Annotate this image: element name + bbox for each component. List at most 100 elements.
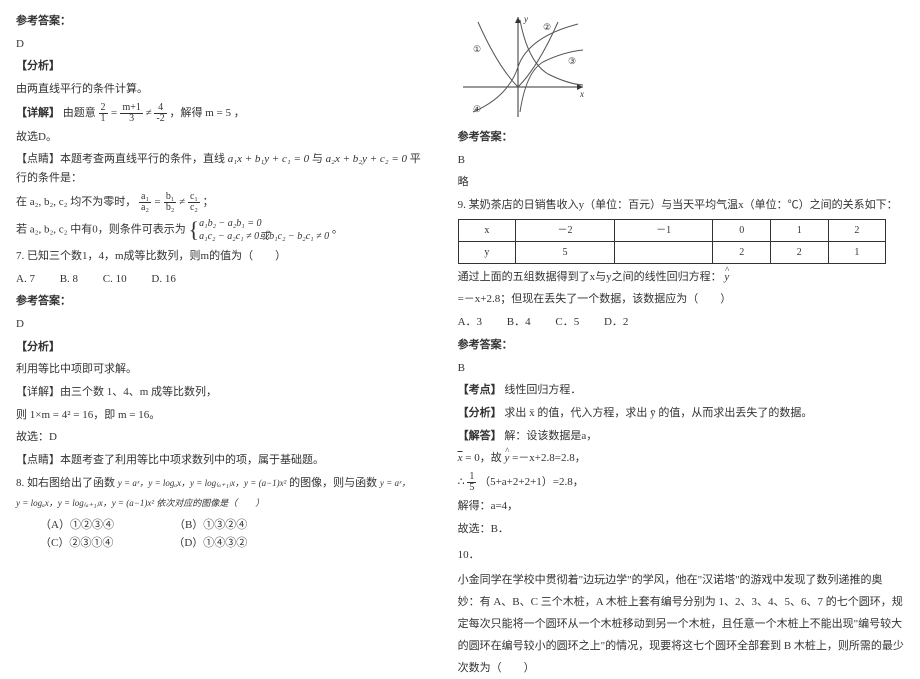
- brace-group: { a₁b₂ − a₂b₁ = 0 a₁c₂ − a₂c₁ ≠ 0或b₁c₂ −…: [189, 217, 330, 243]
- neq: ≠: [146, 107, 155, 119]
- point-text: 【点睛】本题考查两直线平行的条件，直线 a₁x + b₁y + c₁ = 0 与…: [16, 150, 426, 187]
- point-a: 【点睛】本题考查两直线平行的条件，直线: [16, 153, 225, 165]
- fraction: b₁b₂: [164, 192, 177, 213]
- select-d: 故选D。: [16, 128, 426, 147]
- opt-b: B. 8: [60, 273, 78, 285]
- table-row: x －2 －1 0 1 2: [458, 219, 886, 241]
- table-cell: [614, 241, 713, 263]
- table-cell: x: [458, 219, 516, 241]
- fraction: 4-2: [154, 103, 166, 124]
- table-row: y 5 2 2 1: [458, 241, 886, 263]
- analysis-text: 由两直线平行的条件计算。: [16, 80, 426, 99]
- svg-text:x: x: [579, 89, 584, 99]
- q9-options: A．3 B．4 C．5 D．2: [458, 313, 904, 332]
- opt-c: C．5: [555, 316, 579, 328]
- an-label: 【分析】: [458, 407, 502, 419]
- table-cell: 2: [713, 241, 771, 263]
- table-cell: 5: [516, 241, 615, 263]
- an-text: 求出 x̄ 的值，代入方程，求出 ȳ 的值，从而求出丢失了的数据。: [504, 407, 812, 419]
- sl5: 故选：B．: [458, 520, 904, 539]
- table-cell: 2: [771, 241, 829, 263]
- kp-text: 线性回归方程．: [504, 384, 581, 396]
- fraction: m+13: [120, 103, 142, 124]
- answer-label: 参考答案：: [16, 292, 426, 311]
- an-line: 【分析】 求出 x̄ 的值，代入方程，求出 ȳ 的值，从而求出丢失了的数据。: [458, 404, 904, 423]
- sl3-line: ∴ 15 （5+a+2+2+1）=2.8，: [458, 472, 904, 493]
- svg-text:③: ③: [568, 56, 576, 66]
- brace-eq1: a₁b₂ − a₂b₁ = 0: [199, 217, 329, 230]
- question-9: 9. 某奶茶店的日销售收入y（单位：百元）与当天平均气温x（单位：℃）之间的关系…: [458, 196, 904, 215]
- table-cell: 0: [713, 219, 771, 241]
- answer-d: D: [16, 315, 426, 334]
- sl4: 解得：a=4，: [458, 497, 904, 516]
- kp-label: 【考点】: [458, 384, 502, 396]
- table-cell: －1: [614, 219, 713, 241]
- sl-line: 【解答】 解：设该数据是a，: [458, 427, 904, 446]
- cond-text: 在 a₂, b₂, c₂ 均不为零时，: [16, 196, 136, 208]
- q9b2: =－x+2.8；但现在丢失了一个数据，该数据应为（ ）: [458, 290, 904, 309]
- q8-options-row2: （C）②③①④ （D）①④③②: [16, 534, 426, 553]
- opt-a: A. 7: [16, 273, 35, 285]
- cond-line: 在 a₂, b₂, c₂ 均不为零时， a₁a₂ = b₁b₂ ≠ c₁c₂ ；: [16, 192, 426, 213]
- point-text: 【点睛】本题考查了利用等比中项求数列中的项，属于基础题。: [16, 451, 426, 470]
- brace-eq2: a₁c₂ − a₂c₁ ≠ 0或b₁c₂ − b₂c₁ ≠ 0: [199, 230, 329, 243]
- sl2-line: x = 0，故 y =－x+2.8=2.8，: [458, 449, 904, 468]
- opt-b: （B）①③②④: [174, 516, 247, 535]
- equals: =: [110, 107, 120, 119]
- x-bar: x: [458, 452, 463, 464]
- svg-text:y: y: [523, 14, 528, 24]
- and: 与: [312, 153, 323, 165]
- detail-text: 由题意: [63, 107, 96, 119]
- question-8: 8. 如右图给出了函数 y = aˣ，y = logₐx，y = log₍ₐ₊₁…: [16, 474, 426, 493]
- answer-label: 参考答案：: [458, 128, 904, 147]
- question-10: 小金同学在学校中贯彻着"边玩边学"的学风，他在"汉诺塔"的游戏中发现了数列递推的…: [458, 569, 904, 679]
- opt-d: D．2: [604, 316, 628, 328]
- opt-d: （D）①④③②: [173, 534, 247, 553]
- kp-line: 【考点】 线性回归方程．: [458, 381, 904, 400]
- q8b: 的图像，则与函数: [289, 477, 377, 489]
- table-cell: 1: [828, 241, 886, 263]
- sl3-text: （5+a+2+2+1）=2.8，: [479, 476, 584, 488]
- line-eq: a₂x + b₂y + c₂ = 0: [326, 153, 407, 165]
- function-graph: ① ② ③ ④ x y: [458, 12, 588, 122]
- svg-text:①: ①: [473, 44, 481, 54]
- graph-svg: ① ② ③ ④ x y: [458, 12, 588, 122]
- table-cell: 2: [828, 219, 886, 241]
- detail-label: 【详解】: [16, 107, 60, 119]
- line-eq: a₁x + b₁y + c₁ = 0: [228, 153, 309, 165]
- detail-text-b: ，解得 m = 5 ，: [170, 107, 245, 119]
- cond2-line: 若 a₂, b₂, c₂ 中有0，则条件可表示为 { a₁b₂ − a₂b₁ =…: [16, 217, 426, 243]
- sl-label: 【解答】: [458, 430, 502, 442]
- answer-d: D: [16, 35, 426, 54]
- q8-fns: y = aˣ，y = logₐx，y = log₍ₐ₊₁₎x，y = (a−1)…: [118, 478, 287, 488]
- y-hat: y: [504, 452, 509, 464]
- answer-b: B: [458, 359, 904, 378]
- fraction: 21: [99, 103, 108, 124]
- analysis-label: 【分析】: [16, 57, 426, 76]
- sl-text: 解：设该数据是a，: [504, 430, 597, 442]
- fraction: a₁a₂: [139, 192, 151, 213]
- opt-b: B．4: [507, 316, 531, 328]
- opt-c: （C）②③①④: [40, 534, 113, 553]
- select-d: 故选：D: [16, 428, 426, 447]
- answer-label: 参考答案：: [458, 336, 904, 355]
- right-column: ① ② ③ ④ x y 参考答案： B 略 9. 某奶茶店的日销售收入y（单位：…: [442, 0, 920, 651]
- q9b: 通过上面的五组数据得到了x与y之间的线性回归方程： y: [458, 268, 904, 287]
- brief: 略: [458, 173, 904, 192]
- table-cell: －2: [516, 219, 615, 241]
- y-hat: y: [724, 271, 729, 283]
- opt-d: D. 16: [151, 273, 175, 285]
- answer-label: 参考答案：: [16, 12, 426, 31]
- analysis-text: 利用等比中项即可求解。: [16, 360, 426, 379]
- sl3pre: ∴: [458, 476, 465, 488]
- detail-text: 则 1×m = 4² = 16，即 m = 16。: [16, 406, 426, 425]
- q8-options-row1: （A）①②③④ （B）①③②④: [16, 516, 426, 535]
- q10-num: 10．: [458, 546, 904, 565]
- svg-text:④: ④: [473, 104, 481, 114]
- detail-line: 【详解】 由题意 21 = m+13 ≠ 4-2 ，解得 m = 5 ，: [16, 103, 426, 124]
- q8-line2: y = logₐx，y = log₍ₐ₊₁₎x，y = (a−1)x² 依次对应…: [16, 496, 426, 511]
- table-cell: y: [458, 241, 516, 263]
- cond2-text: 若 a₂, b₂, c₂ 中有0，则条件可表示为: [16, 223, 186, 235]
- question-7: 7. 已知三个数1，4，m成等比数列，则m的值为（ ）: [16, 247, 426, 266]
- left-column: 参考答案： D 【分析】 由两直线平行的条件计算。 【详解】 由题意 21 = …: [0, 0, 442, 651]
